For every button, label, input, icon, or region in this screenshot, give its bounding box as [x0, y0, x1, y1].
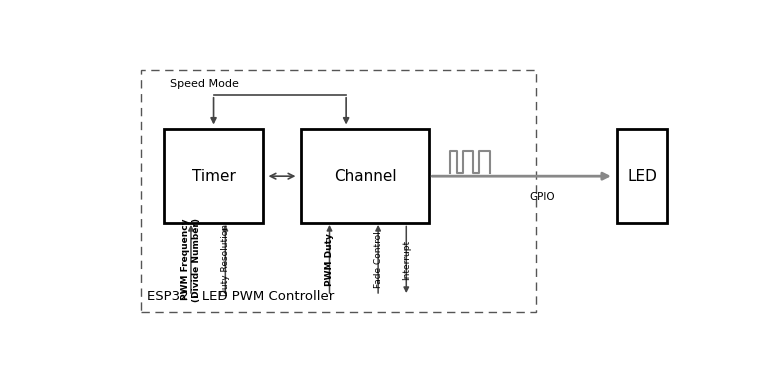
Text: Interrupt: Interrupt: [402, 240, 411, 280]
Text: PWM Frequency
(Divide Number): PWM Frequency (Divide Number): [181, 218, 200, 302]
Text: Duty Resolution: Duty Resolution: [221, 224, 230, 296]
Text: GPIO: GPIO: [529, 192, 554, 202]
Text: Fade Control: Fade Control: [373, 231, 382, 288]
Text: Channel: Channel: [334, 169, 396, 184]
Text: Timer: Timer: [191, 169, 236, 184]
Bar: [164, 129, 263, 223]
Text: ESP32 - LED PWM Controller: ESP32 - LED PWM Controller: [147, 290, 334, 303]
Bar: [301, 129, 429, 223]
Text: PWM Duty: PWM Duty: [325, 233, 334, 286]
Bar: [617, 129, 667, 223]
Text: LED: LED: [627, 169, 657, 184]
Text: Speed Mode: Speed Mode: [170, 79, 240, 89]
Bar: [141, 70, 537, 312]
